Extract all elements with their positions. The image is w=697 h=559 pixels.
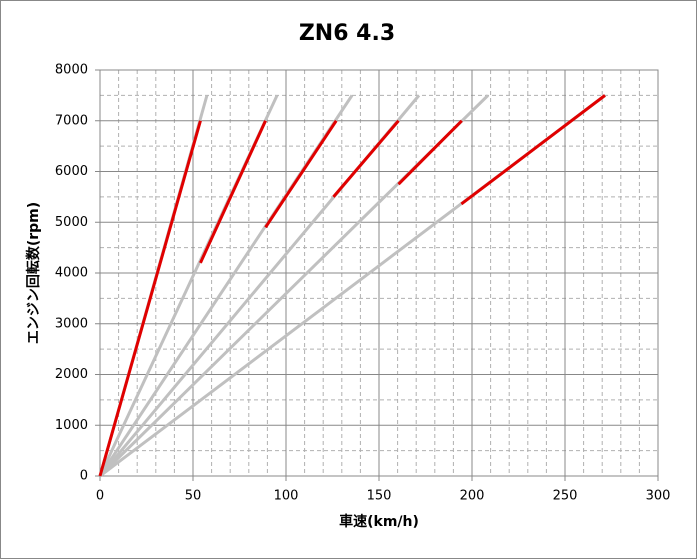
x-axis-title: 車速(km/h) <box>339 513 419 530</box>
series-line <box>397 119 463 186</box>
x-tick-label: 50 <box>185 489 202 504</box>
y-tick-label: 7000 <box>55 113 88 128</box>
y-axis-title: エンジン回転数(rpm) <box>25 202 42 344</box>
x-tick-label: 100 <box>274 489 299 504</box>
x-tick-label: 200 <box>460 489 485 504</box>
series-line <box>264 119 338 229</box>
x-tick-label: 250 <box>553 489 578 504</box>
series-line <box>98 120 202 477</box>
y-tick-label: 3000 <box>55 316 88 331</box>
plot-border <box>99 69 659 477</box>
chart-title: ZN6 4.3 <box>299 21 395 46</box>
y-tick-label: 5000 <box>55 215 88 230</box>
series-line <box>199 120 267 264</box>
y-tick-label: 1000 <box>55 418 88 433</box>
y-tick-label: 0 <box>80 469 88 484</box>
series-line <box>332 119 400 198</box>
y-tick-label: 8000 <box>55 63 88 78</box>
y-tick-label: 6000 <box>55 164 88 179</box>
x-tick-label: 150 <box>367 489 392 504</box>
y-tick-label: 2000 <box>55 367 88 382</box>
y-tick-label: 4000 <box>55 266 88 281</box>
series-line <box>460 94 606 206</box>
x-tick-label: 0 <box>96 489 104 504</box>
x-tick-label: 300 <box>646 489 671 504</box>
